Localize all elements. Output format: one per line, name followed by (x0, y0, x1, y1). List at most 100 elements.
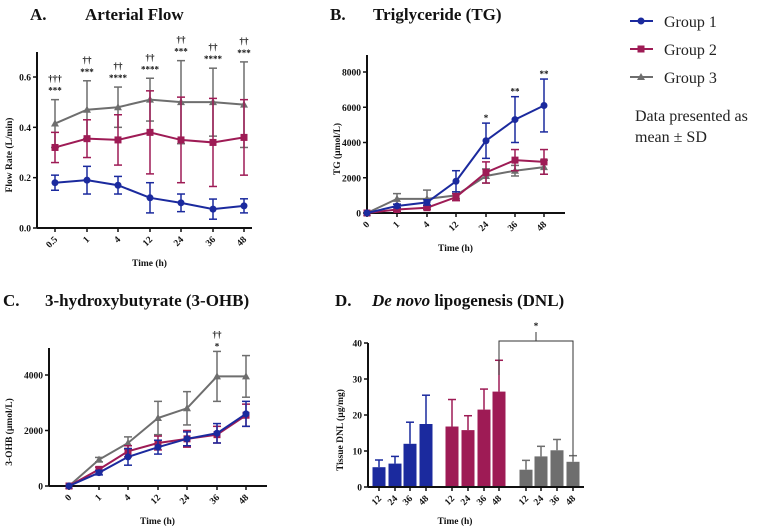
data-point-group-1 (124, 453, 132, 461)
x-tick-label: 48 (490, 494, 504, 508)
significance-daggers: †† (209, 42, 219, 52)
x-tick-label: 1 (392, 220, 403, 231)
significance-stars: ** (511, 87, 521, 97)
data-point-group-1 (154, 443, 162, 451)
legend-label-group-2: Group 2 (664, 42, 717, 59)
significance-stars: **** (204, 54, 223, 64)
y-tick-label: 0.0 (19, 225, 31, 235)
data-point-group-3 (83, 105, 91, 113)
data-point-group-2 (240, 133, 248, 141)
data-point-group-1 (83, 176, 91, 184)
bar-group-3 (534, 456, 548, 487)
data-point-group-2 (51, 143, 59, 151)
significance-stars: * (534, 321, 539, 331)
x-tick-label: 24 (172, 235, 186, 249)
x-tick-label: 12 (447, 220, 461, 234)
x-tick-label: 1 (82, 235, 93, 246)
y-tick-label: 6000 (342, 104, 361, 114)
panel-a-title: Arterial Flow (85, 5, 184, 24)
data-point-group-2 (393, 205, 401, 213)
significance-daggers: †† (240, 36, 250, 46)
y-tick-label: 0 (356, 210, 361, 220)
data-point-group-1 (213, 429, 221, 437)
data-point-group-2 (146, 128, 154, 136)
x-axis-title: Time (h) (438, 243, 473, 254)
x-tick-label: 24 (477, 220, 491, 234)
x-tick-label: 12 (149, 493, 163, 507)
y-tick-label: 4000 (24, 372, 43, 382)
legend-label-group-3: Group 3 (664, 70, 717, 87)
x-tick-label: 24 (386, 494, 400, 508)
panel-b-label: B. (330, 5, 346, 24)
bar-group-2 (461, 430, 475, 487)
x-tick-label: 36 (208, 493, 222, 507)
data-point-group-3 (51, 119, 59, 127)
data-point-group-1 (242, 410, 250, 418)
data-point-group-2 (540, 158, 548, 166)
x-tick-label: 36 (506, 220, 520, 234)
y-tick-label: 40 (353, 340, 363, 350)
x-tick-label: 0 (64, 493, 75, 504)
data-point-group-1 (177, 199, 185, 207)
panel-d-label: D. (335, 291, 352, 310)
significance-stars: *** (174, 47, 188, 57)
significance-daggers: †† (213, 329, 223, 339)
data-point-group-3 (393, 194, 401, 202)
significance-stars: ** (540, 69, 550, 79)
y-tick-label: 0.4 (19, 124, 31, 134)
data-point-group-2 (83, 135, 91, 143)
y-tick-label: 0.6 (19, 74, 31, 84)
x-tick-label: 48 (535, 220, 549, 234)
data-point-group-1 (146, 194, 154, 202)
y-tick-label: 0.2 (19, 174, 31, 184)
y-tick-label: 8000 (342, 69, 361, 79)
panel-c-label: C. (3, 291, 20, 310)
significance-stars: * (215, 341, 220, 351)
data-point-group-2 (114, 136, 122, 144)
bar-group-1 (403, 443, 417, 487)
data-point-group-2 (423, 204, 431, 212)
significance-daggers: †† (114, 61, 124, 71)
x-axis-title: Time (h) (438, 516, 473, 527)
data-point-group-1 (511, 116, 519, 124)
data-point-group-1 (423, 198, 431, 206)
significance-stars: **** (141, 64, 160, 74)
data-point-group-3 (124, 438, 132, 446)
x-tick-label: 36 (475, 494, 489, 508)
significance-stars: *** (48, 86, 62, 96)
bar-group-3 (566, 461, 580, 487)
x-tick-label: 48 (564, 494, 578, 508)
data-point-group-1 (95, 469, 103, 477)
data-point-group-1 (540, 101, 548, 109)
y-axis-title: 3-OHB (µmol/L) (4, 398, 15, 465)
significance-bracket (498, 340, 574, 456)
bar-group-3 (550, 450, 564, 487)
bar-group-3 (519, 469, 533, 487)
x-tick-label: 36 (548, 494, 562, 508)
chart-a: 0.0 0.2 0.4 0.6 Flow Rate (L/min) 0.5 1 4 12 24 36… (4, 35, 252, 269)
panel-d-title-rest: lipogenesis (DNL) (430, 291, 564, 310)
data-point-group-1 (393, 202, 401, 210)
significance-stars: * (484, 113, 489, 123)
data-point-group-3 (183, 404, 191, 412)
bar-group-1 (419, 424, 433, 487)
legend-marker-circle-icon (637, 17, 645, 25)
data-point-group-1 (452, 177, 460, 185)
legend-label-group-1: Group 1 (664, 14, 717, 31)
x-tick-label: 0.5 (45, 235, 61, 251)
y-tick-label: 0 (357, 484, 362, 494)
chart-b: 0 2000 4000 6000 8000 TG (µmol/L) 0 1 4 12 24 36 48 T… (332, 55, 565, 254)
x-tick-label: 36 (204, 235, 218, 249)
data-point-group-3 (213, 372, 221, 380)
panel-d-title: De novo lipogenesis (DNL) (371, 291, 564, 310)
significance-daggers: †† (146, 52, 156, 62)
bar-group-1 (388, 463, 402, 487)
x-tick-label: 4 (422, 220, 433, 231)
x-tick-label: 12 (517, 494, 531, 508)
significance-stars: *** (237, 48, 251, 58)
x-tick-label: 1 (94, 493, 105, 504)
panel-c-title: 3-hydroxybutyrate (3-OHB) (45, 291, 249, 310)
significance-stars: **** (109, 73, 128, 83)
bar-group-2 (477, 409, 491, 487)
